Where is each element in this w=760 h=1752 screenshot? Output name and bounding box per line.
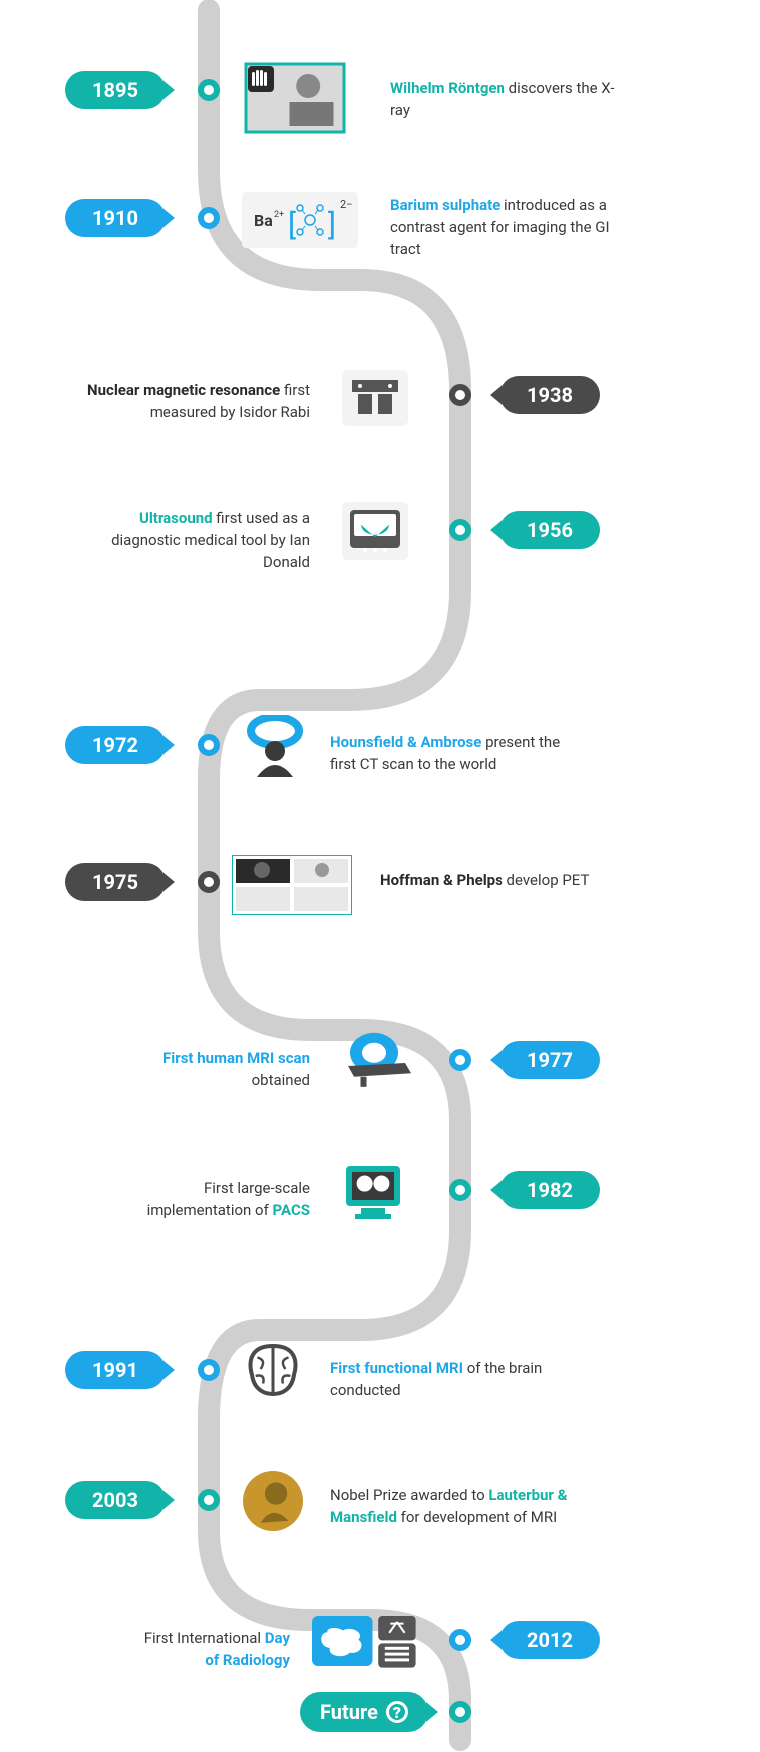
timeline-dot-1977 xyxy=(449,1049,471,1071)
rontgen-photo-icon xyxy=(240,58,350,138)
event-description-1895: Wilhelm Röntgen discovers the X-ray xyxy=(390,78,630,122)
svg-text:]: ] xyxy=(328,208,336,243)
mri-scanner-icon xyxy=(338,1030,413,1090)
year-pill-1982: 1982 xyxy=(500,1171,600,1209)
event-description-1991: First functional MRI of the brain conduc… xyxy=(330,1358,570,1402)
timeline-dot-1895 xyxy=(198,79,220,101)
event-description-1938: Nuclear magnetic resonance first measure… xyxy=(70,380,310,424)
ct-scan-person-icon xyxy=(245,715,305,777)
timeline-dot-1975 xyxy=(198,871,220,893)
timeline-dot-1982 xyxy=(449,1179,471,1201)
desc-highlight: Hounsfield & Ambrose xyxy=(330,733,481,751)
event-description-1982: First large-scale implementation of PACS xyxy=(110,1178,310,1222)
timeline-dot-1956 xyxy=(449,519,471,541)
event-description-1977: First human MRI scan obtained xyxy=(140,1048,310,1092)
desc-highlight: PACS xyxy=(273,1201,310,1219)
year-label: 1910 xyxy=(92,206,138,230)
timeline-dot-1938 xyxy=(449,384,471,406)
pet-scans-icon xyxy=(232,855,352,915)
year-label: 1938 xyxy=(527,383,573,407)
desc-rest: obtained xyxy=(252,1071,310,1089)
year-pill-1975: 1975 xyxy=(65,863,165,901)
year-label: 1972 xyxy=(92,733,138,757)
year-pill-1956: 1956 xyxy=(500,511,600,549)
event-description-1975: Hoffman & Phelps develop PET xyxy=(380,870,620,892)
desc-highlight: First functional MRI xyxy=(330,1359,463,1377)
desc-highlight: Hoffman & Phelps xyxy=(380,871,503,889)
desc-pre: Nobel Prize awarded to xyxy=(330,1486,488,1504)
year-label: 1975 xyxy=(92,870,138,894)
future-pill: Future? xyxy=(300,1692,428,1732)
year-label: 1991 xyxy=(92,1358,138,1382)
year-pill-2003: 2003 xyxy=(65,1481,165,1519)
nobel-portrait-icon xyxy=(242,1470,304,1532)
year-pill-1895: 1895 xyxy=(65,71,165,109)
year-label: 1982 xyxy=(527,1178,573,1202)
event-description-1956: Ultrasound first used as a diagnostic me… xyxy=(70,508,310,573)
year-label: 1977 xyxy=(527,1048,573,1072)
event-description-2003: Nobel Prize awarded to Lauterbur & Mansf… xyxy=(330,1485,570,1529)
desc-highlight: Wilhelm Röntgen xyxy=(390,79,505,97)
svg-text:[: [ xyxy=(288,208,296,243)
timeline-infographic: 1895 Wilhelm Röntgen discovers the X-ray… xyxy=(0,0,760,1752)
timeline-dot-2003 xyxy=(198,1489,220,1511)
svg-text:Ba: Ba xyxy=(254,211,273,230)
year-pill-1991: 1991 xyxy=(65,1351,165,1389)
desc-highlight: Barium sulphate xyxy=(390,196,500,214)
brain-outline-icon xyxy=(242,1340,304,1398)
desc-rest: develop PET xyxy=(503,871,590,889)
future-label: Future xyxy=(320,1700,378,1724)
svg-text:2+: 2+ xyxy=(274,210,284,220)
year-pill-2012: 2012 xyxy=(500,1621,600,1659)
timeline-dot-2012 xyxy=(449,1629,471,1651)
question-mark-icon: ? xyxy=(386,1701,408,1723)
event-description-1910: Barium sulphate introduced as a contrast… xyxy=(390,195,630,260)
timeline-dot-1972 xyxy=(198,734,220,756)
event-description-1972: Hounsfield & Ambrose present the first C… xyxy=(330,732,570,776)
desc-highlight: Nuclear magnetic resonance xyxy=(87,381,280,399)
year-pill-1910: 1910 xyxy=(65,199,165,237)
year-pill-1977: 1977 xyxy=(500,1041,600,1079)
nmr-machine-icon xyxy=(340,368,410,428)
timeline-dot-1991 xyxy=(198,1359,220,1381)
year-label: 1895 xyxy=(92,78,138,102)
svg-text:2−: 2− xyxy=(340,198,352,211)
pacs-monitor-icon xyxy=(338,1160,408,1222)
desc-highlight: First human MRI scan xyxy=(163,1049,310,1067)
ultrasound-machine-icon xyxy=(340,500,410,562)
year-label: 1956 xyxy=(527,518,573,542)
event-description-2012: First International Day of Radiology xyxy=(130,1628,290,1672)
desc-pre: First International xyxy=(144,1629,265,1647)
desc-rest: for development of MRI xyxy=(397,1508,557,1526)
barium-formula-icon: Ba 2+ [ ] 2− xyxy=(240,190,360,250)
timeline-dot-1910 xyxy=(198,207,220,229)
year-label: 2003 xyxy=(92,1488,138,1512)
year-label: 2012 xyxy=(527,1628,573,1652)
year-pill-1972: 1972 xyxy=(65,726,165,764)
timeline-dot-future xyxy=(449,1701,471,1723)
year-pill-1938: 1938 xyxy=(500,376,600,414)
desc-highlight: Ultrasound xyxy=(139,509,213,527)
radiology-day-icon xyxy=(310,1612,420,1670)
